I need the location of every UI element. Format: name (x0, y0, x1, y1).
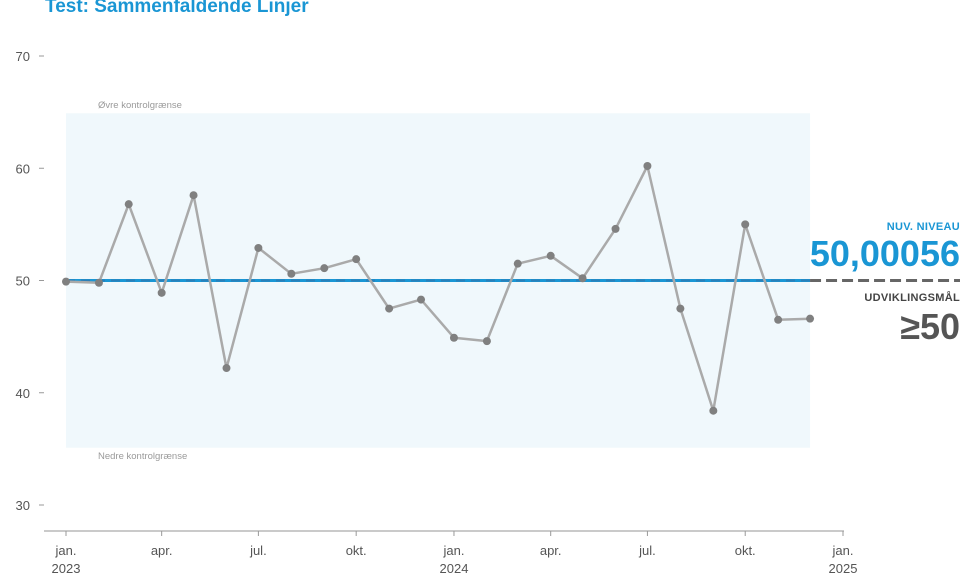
y-tick-label: 40 (16, 386, 30, 401)
data-point (482, 337, 491, 346)
data-point (611, 224, 620, 233)
y-tick-label: 50 (16, 274, 30, 289)
goal-caption: UDVIKLINGSMÅL (864, 292, 960, 304)
data-point (352, 255, 361, 264)
data-point (254, 243, 263, 252)
x-tick-label: jan. (832, 543, 854, 558)
data-point (320, 264, 329, 273)
chart-title: Test: Sammenfaldende Linjer (45, 0, 309, 17)
data-point (578, 274, 587, 283)
data-point (774, 315, 783, 324)
current-level-caption: NUV. NIVEAU (886, 221, 960, 233)
x-tick-label: jul. (249, 543, 267, 558)
x-tick-year-label: 2024 (440, 561, 469, 576)
data-point (709, 406, 718, 415)
data-point (676, 304, 685, 313)
x-tick-year-label: 2025 (829, 561, 858, 576)
data-point (62, 277, 70, 286)
lower-control-limit-label: Nedre kontrolgrænse (98, 451, 187, 462)
x-tick-year-label: 2023 (52, 561, 81, 576)
data-point (222, 364, 231, 373)
series-line (65, 164, 811, 412)
goal-value: ≥50 (900, 306, 960, 347)
x-tick-label: jul. (638, 543, 656, 558)
x-tick-label: jan. (55, 543, 77, 558)
data-point (157, 288, 166, 297)
data-point (449, 333, 458, 342)
x-tick-label: okt. (735, 543, 756, 558)
data-point (741, 220, 750, 229)
y-tick-label: 70 (16, 49, 30, 64)
y-tick-label: 30 (16, 498, 30, 513)
x-tick-label: jan. (442, 543, 464, 558)
x-tick-label: apr. (540, 543, 562, 558)
data-point (643, 162, 652, 171)
data-point (806, 314, 815, 323)
current-level-value: 50,00056 (809, 233, 960, 274)
data-point (546, 251, 555, 260)
data-point (417, 295, 426, 304)
data-point (287, 269, 296, 278)
x-tick-label: apr. (151, 543, 173, 558)
data-point (189, 191, 198, 200)
data-point (124, 200, 133, 209)
data-point (385, 304, 394, 313)
data-point (513, 259, 522, 268)
x-tick-label: okt. (346, 543, 367, 558)
y-tick-label: 60 (16, 161, 30, 176)
upper-control-limit-label: Øvre kontrolgrænse (98, 100, 182, 111)
data-point (94, 278, 103, 287)
